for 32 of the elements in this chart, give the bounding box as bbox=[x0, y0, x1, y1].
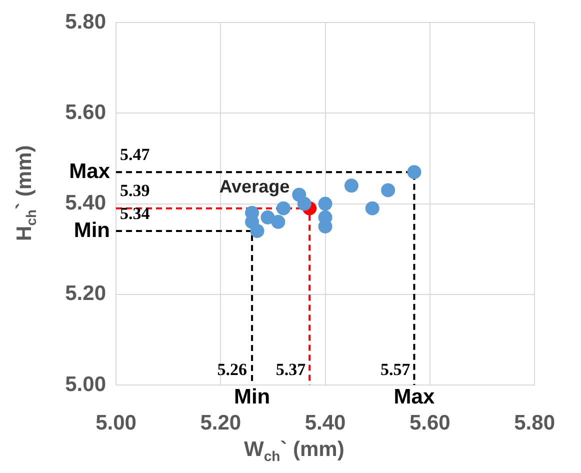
y-tick-label: 5.60 bbox=[65, 100, 106, 124]
point bbox=[407, 165, 422, 180]
annotation: 5.26 bbox=[217, 360, 248, 379]
point bbox=[344, 178, 358, 193]
y-tick-label: 5.40 bbox=[65, 192, 106, 215]
annotation: Max bbox=[394, 385, 435, 408]
annotation: 5.37 bbox=[276, 360, 306, 379]
annotation: Average bbox=[219, 176, 290, 196]
point bbox=[250, 224, 264, 238]
annotation: 5.39 bbox=[120, 181, 150, 200]
x-axis-title: W$_{ch}$` (mm) bbox=[244, 438, 344, 464]
x-tick-label: 5.40 bbox=[304, 411, 346, 434]
point bbox=[271, 214, 286, 229]
x-tick-label: 5.00 bbox=[96, 411, 136, 434]
point bbox=[297, 196, 312, 211]
point bbox=[276, 201, 290, 216]
annotation: 5.34 bbox=[120, 204, 150, 223]
y-tick-label: 5.80 bbox=[65, 10, 106, 34]
y-tick-label: 5.00 bbox=[65, 372, 106, 396]
point bbox=[365, 201, 380, 216]
point bbox=[260, 210, 275, 224]
annotation: Min bbox=[234, 385, 270, 408]
annotation: 5.57 bbox=[380, 360, 411, 379]
y-tick-label: 5.20 bbox=[65, 282, 106, 306]
x-tick-label: 5.80 bbox=[514, 411, 555, 434]
x-tick-label: 5.60 bbox=[409, 411, 450, 434]
x-tick-label: 5.20 bbox=[200, 411, 242, 434]
annotation: Max bbox=[69, 160, 110, 183]
point bbox=[381, 183, 396, 198]
annotation: Min bbox=[74, 218, 110, 242]
annotation: 5.47 bbox=[120, 144, 150, 164]
point bbox=[318, 196, 332, 211]
